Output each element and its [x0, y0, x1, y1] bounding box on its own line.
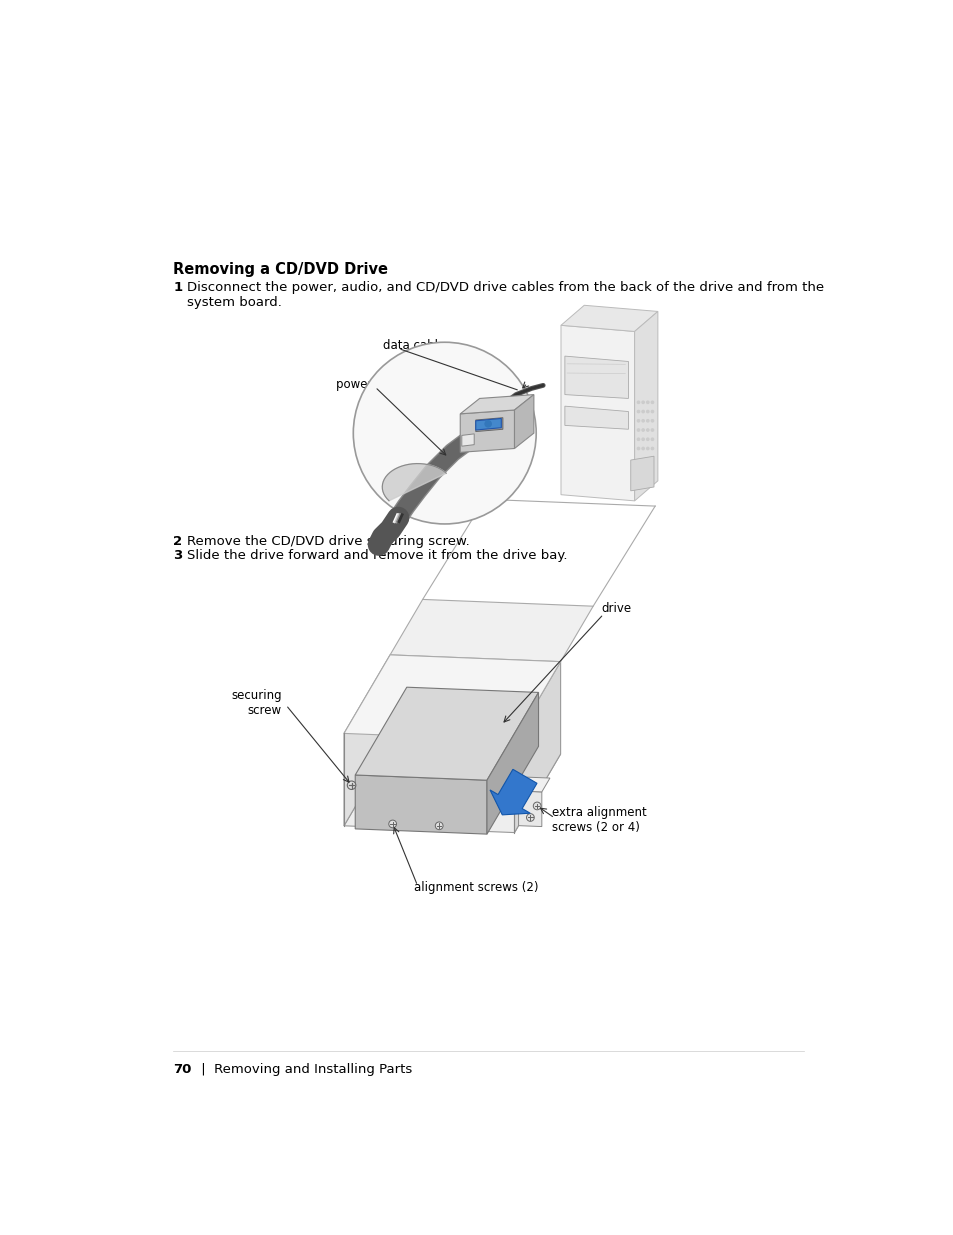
Polygon shape: [630, 456, 654, 490]
Polygon shape: [634, 311, 658, 501]
Polygon shape: [382, 463, 446, 500]
Polygon shape: [518, 790, 541, 826]
Polygon shape: [355, 776, 486, 834]
Polygon shape: [390, 599, 593, 662]
Circle shape: [646, 429, 648, 431]
Polygon shape: [476, 419, 500, 430]
Circle shape: [651, 429, 653, 431]
Polygon shape: [461, 433, 474, 446]
Circle shape: [637, 420, 639, 422]
Circle shape: [637, 401, 639, 404]
Polygon shape: [560, 325, 634, 501]
Polygon shape: [514, 395, 534, 448]
Text: 1: 1: [173, 280, 182, 294]
Circle shape: [641, 401, 643, 404]
Text: power cable: power cable: [335, 378, 408, 390]
Circle shape: [533, 802, 540, 810]
Circle shape: [637, 410, 639, 412]
Polygon shape: [344, 747, 560, 832]
Text: 3: 3: [173, 548, 183, 562]
Polygon shape: [344, 655, 560, 740]
Circle shape: [651, 420, 653, 422]
Circle shape: [651, 410, 653, 412]
Circle shape: [641, 420, 643, 422]
Circle shape: [651, 438, 653, 441]
Text: 70: 70: [173, 1063, 192, 1076]
Circle shape: [646, 410, 648, 412]
Circle shape: [526, 814, 534, 821]
Polygon shape: [355, 687, 537, 781]
Circle shape: [353, 342, 536, 524]
Text: alignment screws (2): alignment screws (2): [414, 881, 537, 894]
Circle shape: [646, 420, 648, 422]
Circle shape: [435, 823, 442, 830]
Circle shape: [637, 429, 639, 431]
Circle shape: [641, 410, 643, 412]
Polygon shape: [514, 662, 560, 832]
Circle shape: [646, 438, 648, 441]
Text: |  Removing and Installing Parts: | Removing and Installing Parts: [196, 1063, 412, 1076]
Circle shape: [641, 438, 643, 441]
Circle shape: [646, 401, 648, 404]
Circle shape: [641, 447, 643, 450]
Polygon shape: [459, 410, 514, 452]
Circle shape: [651, 447, 653, 450]
Circle shape: [637, 438, 639, 441]
Polygon shape: [564, 356, 628, 399]
Text: Remove the CD/DVD drive securing screw.: Remove the CD/DVD drive securing screw.: [187, 535, 470, 548]
Polygon shape: [490, 769, 537, 815]
Circle shape: [484, 421, 491, 427]
Circle shape: [651, 401, 653, 404]
Text: data cable: data cable: [382, 340, 444, 352]
Polygon shape: [564, 406, 628, 430]
Polygon shape: [459, 395, 534, 414]
Polygon shape: [476, 417, 502, 431]
Polygon shape: [486, 693, 537, 834]
Polygon shape: [344, 655, 390, 826]
Text: 2: 2: [173, 535, 182, 548]
Polygon shape: [518, 777, 549, 792]
Text: Slide the drive forward and remove it from the drive bay.: Slide the drive forward and remove it fr…: [187, 548, 567, 562]
Circle shape: [646, 447, 648, 450]
Circle shape: [389, 820, 396, 827]
Text: Disconnect the power, audio, and CD/DVD drive cables from the back of the drive : Disconnect the power, audio, and CD/DVD …: [187, 280, 823, 309]
Text: Removing a CD/DVD Drive: Removing a CD/DVD Drive: [173, 262, 388, 277]
Text: drive: drive: [600, 603, 631, 615]
Polygon shape: [560, 305, 658, 331]
Circle shape: [347, 781, 355, 789]
Circle shape: [641, 429, 643, 431]
Circle shape: [637, 447, 639, 450]
Text: securing
screw: securing screw: [232, 689, 282, 716]
Text: extra alignment
screws (2 or 4): extra alignment screws (2 or 4): [551, 805, 646, 834]
